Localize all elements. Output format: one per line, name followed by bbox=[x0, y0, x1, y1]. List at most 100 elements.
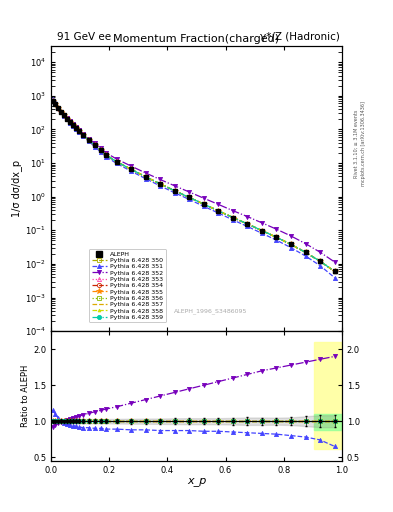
Pythia 6.428 353 bbox=[303, 249, 308, 255]
Pythia 6.428 356 bbox=[158, 181, 163, 187]
Pythia 6.428 356 bbox=[65, 116, 70, 122]
Pythia 6.428 355 bbox=[98, 147, 103, 153]
Pythia 6.428 359 bbox=[216, 208, 221, 214]
Pythia 6.428 351 bbox=[274, 237, 279, 243]
Pythia 6.428 354 bbox=[104, 152, 109, 158]
Pythia 6.428 357 bbox=[50, 98, 55, 104]
Pythia 6.428 351 bbox=[260, 230, 264, 237]
Pythia 6.428 353 bbox=[187, 195, 192, 201]
Pythia 6.428 356 bbox=[59, 109, 64, 115]
Pythia 6.428 350 bbox=[114, 159, 119, 165]
Pythia 6.428 351 bbox=[53, 99, 58, 105]
Pythia 6.428 351 bbox=[143, 176, 148, 182]
Pythia 6.428 357 bbox=[114, 159, 119, 165]
Pythia 6.428 354 bbox=[202, 201, 206, 207]
Pythia 6.428 350 bbox=[318, 258, 323, 264]
Pythia 6.428 357 bbox=[76, 127, 81, 134]
Pythia 6.428 359 bbox=[50, 98, 55, 104]
Pythia 6.428 350 bbox=[303, 249, 308, 255]
Pythia 6.428 352 bbox=[143, 170, 148, 176]
Pythia 6.428 354 bbox=[53, 101, 58, 107]
Pythia 6.428 355 bbox=[56, 105, 61, 111]
Pythia 6.428 357 bbox=[202, 201, 206, 207]
Pythia 6.428 359 bbox=[143, 174, 148, 180]
Pythia 6.428 354 bbox=[289, 241, 294, 247]
Pythia 6.428 352 bbox=[114, 156, 119, 162]
Pythia 6.428 352 bbox=[73, 124, 78, 130]
Pythia 6.428 353 bbox=[65, 116, 70, 122]
Pythia 6.428 351 bbox=[245, 223, 250, 229]
Pythia 6.428 351 bbox=[92, 144, 97, 150]
Pythia 6.428 355 bbox=[53, 101, 58, 107]
Pythia 6.428 357 bbox=[260, 227, 264, 233]
Pythia 6.428 352 bbox=[289, 233, 294, 239]
Pythia 6.428 358 bbox=[86, 137, 91, 143]
Pythia 6.428 355 bbox=[332, 268, 337, 274]
Pythia 6.428 355 bbox=[76, 127, 81, 134]
Pythia 6.428 350 bbox=[50, 98, 55, 104]
Pythia 6.428 354 bbox=[303, 249, 308, 255]
Pythia 6.428 352 bbox=[332, 259, 337, 265]
Pythia 6.428 351 bbox=[50, 96, 55, 102]
Pythia 6.428 359 bbox=[76, 127, 81, 134]
Pythia 6.428 352 bbox=[68, 118, 72, 124]
Pythia 6.428 355 bbox=[216, 208, 221, 214]
Pythia 6.428 359 bbox=[245, 221, 250, 227]
Pythia 6.428 358 bbox=[71, 122, 75, 128]
Pythia 6.428 356 bbox=[86, 137, 91, 143]
Pythia 6.428 352 bbox=[62, 112, 66, 118]
Pythia 6.428 353 bbox=[76, 127, 81, 134]
Pythia 6.428 352 bbox=[71, 121, 75, 127]
Pythia 6.428 358 bbox=[332, 268, 337, 274]
Pythia 6.428 354 bbox=[231, 215, 235, 221]
Pythia 6.428 359 bbox=[260, 227, 264, 233]
Text: 91 GeV ee: 91 GeV ee bbox=[57, 32, 111, 42]
Pythia 6.428 353 bbox=[231, 215, 235, 221]
Pythia 6.428 358 bbox=[143, 174, 148, 180]
Pythia 6.428 356 bbox=[71, 122, 75, 128]
Pythia 6.428 354 bbox=[274, 234, 279, 240]
Pythia 6.428 358 bbox=[73, 124, 78, 131]
Pythia 6.428 351 bbox=[231, 217, 235, 223]
Pythia 6.428 359 bbox=[318, 258, 323, 264]
Pythia 6.428 357 bbox=[274, 234, 279, 240]
Pythia 6.428 357 bbox=[129, 166, 134, 173]
Pythia 6.428 354 bbox=[92, 142, 97, 148]
Pythia 6.428 358 bbox=[187, 195, 192, 201]
Pythia 6.428 353 bbox=[274, 234, 279, 240]
Pythia 6.428 354 bbox=[216, 208, 221, 214]
Pythia 6.428 356 bbox=[62, 112, 66, 118]
Pythia 6.428 352 bbox=[173, 183, 177, 189]
Pythia 6.428 355 bbox=[231, 215, 235, 221]
Pythia 6.428 354 bbox=[68, 119, 72, 125]
Pythia 6.428 352 bbox=[81, 131, 85, 137]
Pythia 6.428 357 bbox=[318, 258, 323, 264]
Pythia 6.428 358 bbox=[158, 181, 163, 187]
Pythia 6.428 355 bbox=[303, 249, 308, 255]
Pythia 6.428 351 bbox=[98, 148, 103, 155]
Pythia 6.428 359 bbox=[71, 122, 75, 128]
Pythia 6.428 357 bbox=[332, 268, 337, 274]
Pythia 6.428 358 bbox=[68, 119, 72, 125]
Pythia 6.428 351 bbox=[71, 122, 75, 129]
Pythia 6.428 351 bbox=[318, 263, 323, 269]
Pythia 6.428 353 bbox=[59, 109, 64, 115]
Pythia 6.428 351 bbox=[86, 138, 91, 144]
Pythia 6.428 351 bbox=[76, 129, 81, 135]
Pythia 6.428 350 bbox=[260, 227, 264, 233]
Line: Pythia 6.428 358: Pythia 6.428 358 bbox=[51, 99, 336, 273]
Pythia 6.428 350 bbox=[332, 268, 337, 274]
Pythia 6.428 353 bbox=[173, 188, 177, 194]
Pythia 6.428 351 bbox=[65, 116, 70, 122]
Pythia 6.428 356 bbox=[187, 195, 192, 201]
Pythia 6.428 358 bbox=[92, 142, 97, 148]
Pythia 6.428 354 bbox=[143, 174, 148, 180]
Pythia 6.428 350 bbox=[68, 119, 72, 125]
Pythia 6.428 351 bbox=[73, 126, 78, 132]
Pythia 6.428 357 bbox=[231, 215, 235, 221]
Pythia 6.428 354 bbox=[62, 112, 66, 118]
Line: Pythia 6.428 351: Pythia 6.428 351 bbox=[50, 97, 337, 280]
Pythia 6.428 356 bbox=[56, 105, 61, 111]
Pythia 6.428 355 bbox=[173, 188, 177, 194]
Pythia 6.428 355 bbox=[187, 195, 192, 201]
